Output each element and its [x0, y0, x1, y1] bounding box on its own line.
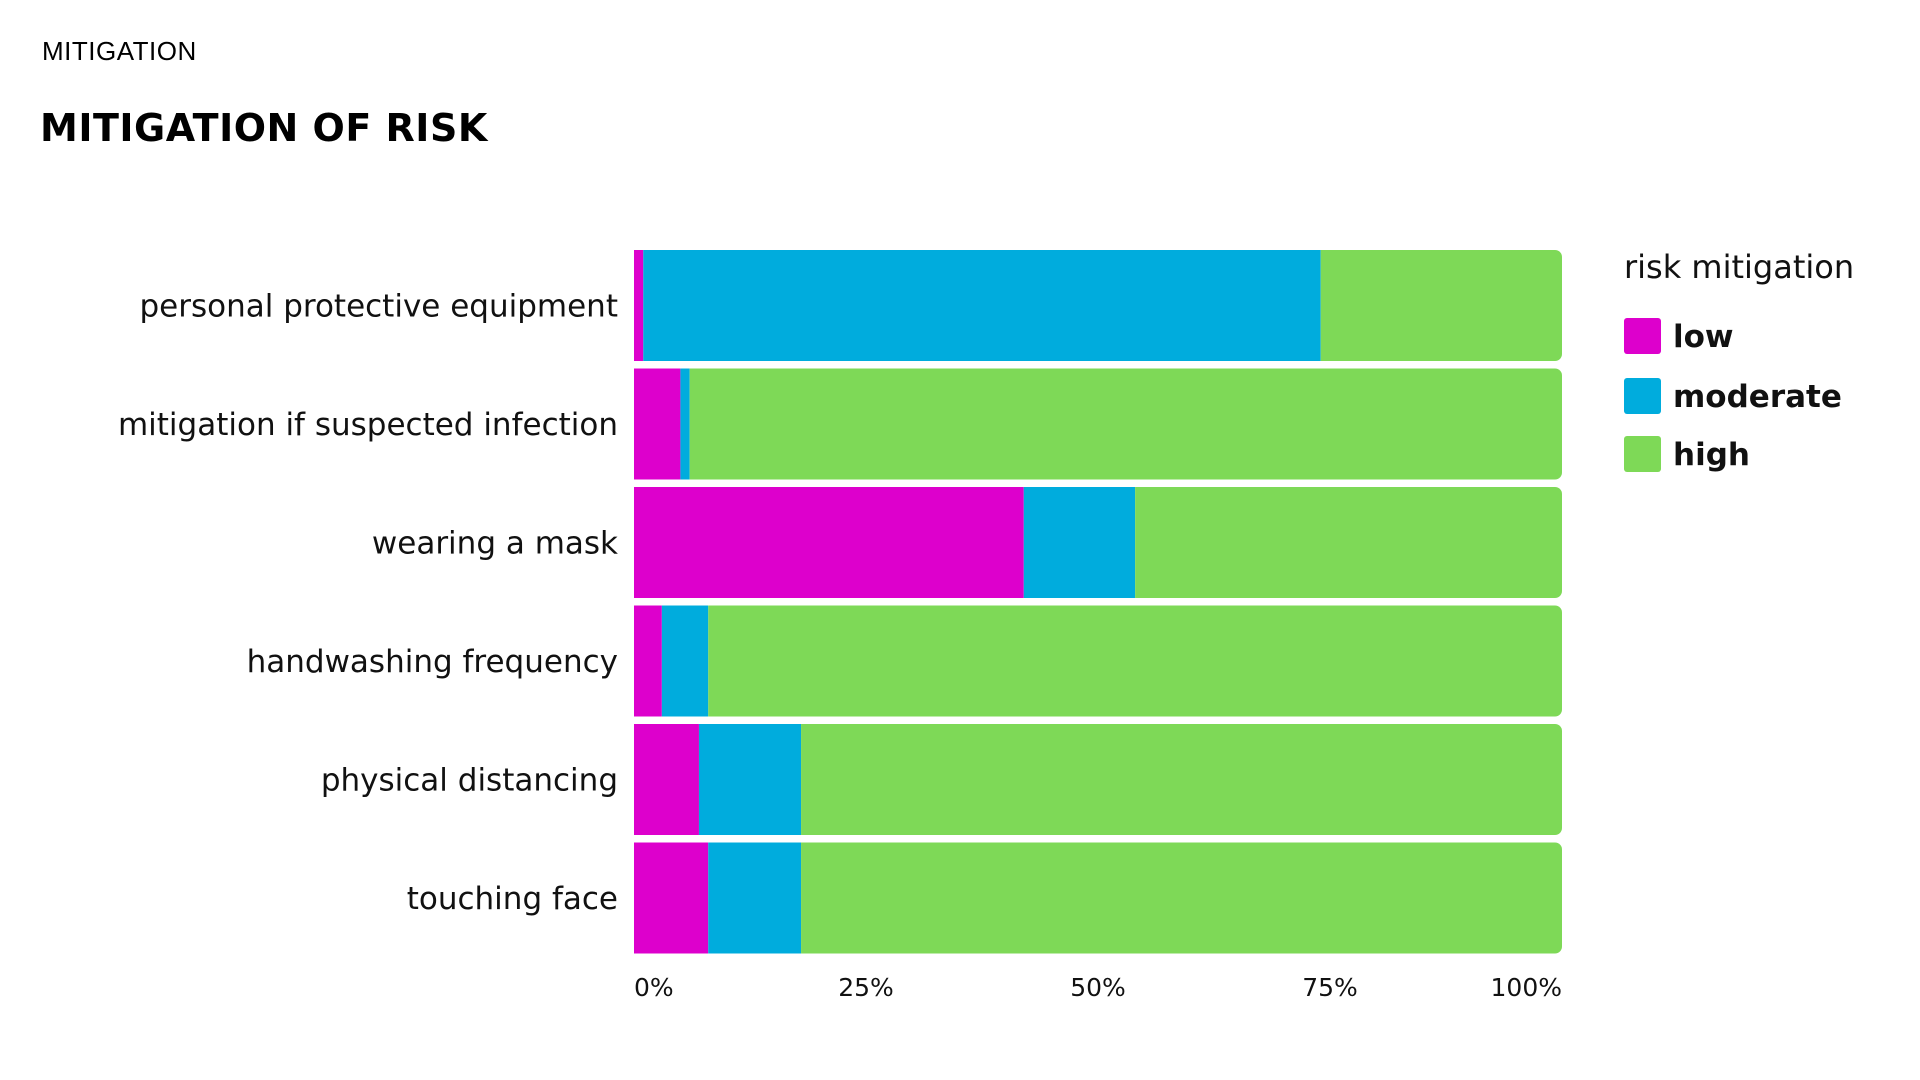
legend-swatch-moderate	[1624, 378, 1661, 414]
x-tick-label: 25%	[838, 973, 894, 1002]
section-label: MITIGATION	[42, 36, 197, 66]
bar-segment-moderate	[661, 605, 709, 717]
category-label: handwashing frequency	[247, 644, 618, 680]
chart-title: MITIGATION OF RISK	[40, 106, 488, 150]
bar-row	[634, 250, 1562, 361]
bar-row	[634, 842, 1562, 954]
bars-group	[634, 250, 1562, 954]
bar-row	[634, 487, 1562, 598]
bar-segment-high	[801, 842, 1562, 954]
bar-row	[634, 368, 1562, 480]
bar-segment-moderate	[643, 250, 1321, 361]
bar-segment-low	[634, 250, 644, 361]
bar-segment-high	[689, 368, 1562, 480]
bar-segment-low	[634, 724, 699, 835]
bar-segment-low	[634, 368, 681, 480]
x-tick-label: 50%	[1070, 973, 1126, 1002]
bar-segment-high	[801, 724, 1562, 835]
legend: risk mitigation low moderate high	[1624, 248, 1854, 473]
bar-segment-high	[1135, 487, 1562, 598]
category-label: personal protective equipment	[139, 289, 618, 325]
legend-label-low: low	[1673, 319, 1734, 355]
bar-segment-low	[634, 842, 709, 954]
legend-swatch-high	[1624, 436, 1661, 472]
bar-segment-moderate	[1023, 487, 1136, 598]
legend-label-high: high	[1673, 437, 1750, 473]
legend-swatch-low	[1624, 318, 1661, 354]
legend-label-moderate: moderate	[1673, 379, 1842, 415]
bar-segment-low	[634, 487, 1024, 598]
category-label: touching face	[407, 881, 618, 917]
legend-title: risk mitigation	[1624, 248, 1854, 286]
bar-segment-high	[1320, 250, 1562, 361]
category-label: mitigation if suspected infection	[118, 407, 618, 443]
bar-segment-high	[708, 605, 1562, 717]
x-tick-label: 75%	[1302, 973, 1358, 1002]
category-label: physical distancing	[321, 763, 618, 799]
bar-segment-moderate	[708, 842, 802, 954]
category-labels: personal protective equipment mitigation …	[118, 289, 618, 918]
category-label: wearing a mask	[372, 526, 618, 562]
bar-segment-moderate	[698, 724, 802, 835]
x-axis-ticks: 0% 25% 50% 75% 100%	[634, 973, 1562, 1002]
bar-segment-low	[634, 605, 662, 717]
x-tick-label: 0%	[634, 973, 674, 1002]
bar-row	[634, 605, 1562, 717]
bar-segment-moderate	[680, 368, 690, 480]
x-tick-label: 100%	[1491, 973, 1562, 1002]
bar-row	[634, 724, 1562, 835]
